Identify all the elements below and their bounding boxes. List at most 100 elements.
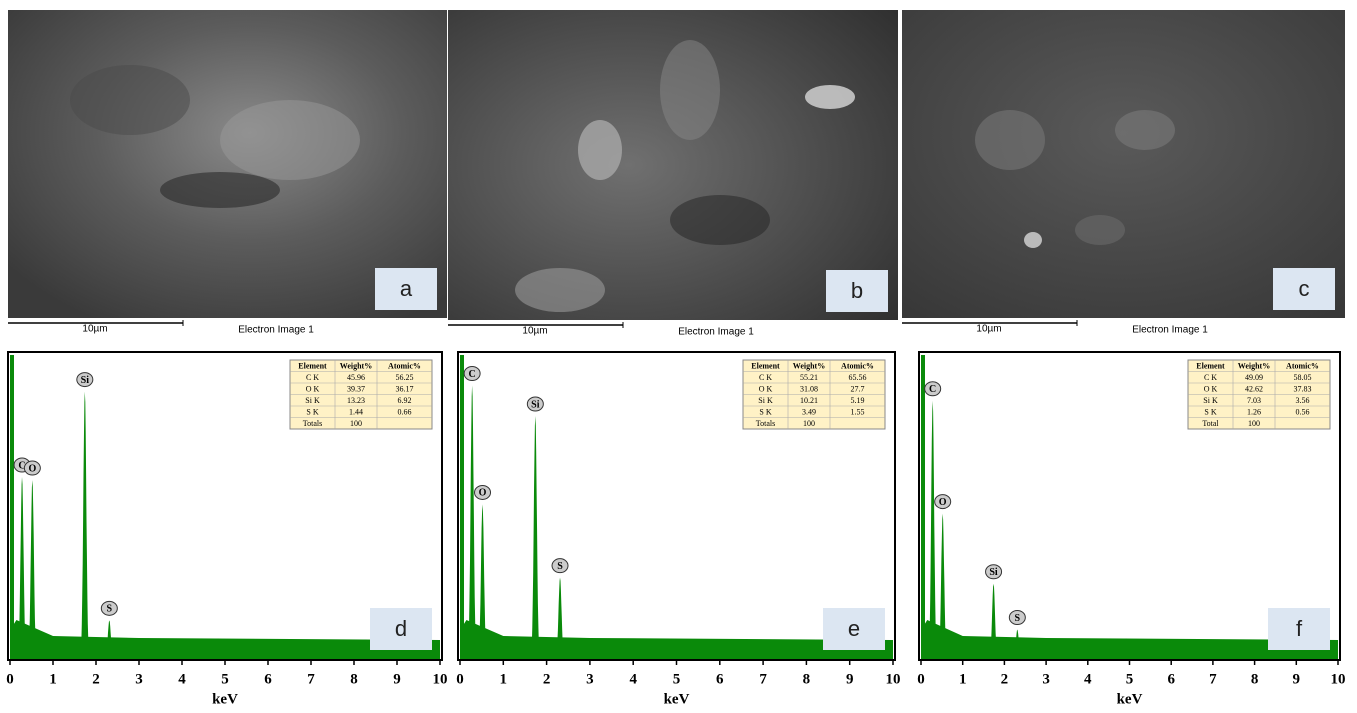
x-tick-label: 4 — [1084, 671, 1092, 687]
x-tick-label: 9 — [1293, 671, 1301, 687]
table-cell: 27.7 — [851, 385, 865, 394]
peak-label: C — [469, 369, 476, 380]
table-cell: Totals — [756, 419, 775, 428]
panel-label: a — [400, 276, 413, 301]
peak — [466, 385, 479, 660]
table-header: Atomic% — [388, 362, 421, 371]
panel-label-box — [370, 608, 432, 650]
table-cell: 36.17 — [396, 385, 414, 394]
x-tick-label: 4 — [629, 671, 637, 687]
image-caption: Electron Image 1 — [238, 325, 314, 336]
x-tick-label: 3 — [586, 671, 594, 687]
panel-label-box — [826, 270, 888, 312]
x-tick-label: 7 — [1209, 671, 1217, 687]
continuum — [10, 620, 440, 660]
sem-image-c — [902, 10, 1345, 318]
table-cell: Si K — [305, 396, 320, 405]
table-cell: 13.23 — [347, 396, 365, 405]
x-axis-label: keV — [1117, 691, 1143, 707]
x-tick-label: 5 — [221, 671, 229, 687]
table-cell: 3.56 — [1296, 396, 1310, 405]
table-header: Element — [1196, 362, 1225, 371]
peak — [1011, 629, 1024, 660]
zero-peak — [10, 355, 14, 660]
scale-text: 10µm — [82, 324, 107, 335]
panel-label-box — [375, 268, 437, 310]
table-cell: 100 — [1248, 419, 1260, 428]
table-cell: 55.21 — [800, 373, 818, 382]
panel-label: b — [851, 278, 863, 303]
table-cell: 0.56 — [1296, 408, 1310, 417]
table-cell: Si K — [758, 396, 773, 405]
panel-label-box — [1268, 608, 1330, 650]
sem-image-a — [8, 10, 447, 318]
peak — [987, 583, 1000, 660]
x-tick-label: 1 — [500, 671, 508, 687]
table-cell: Totals — [303, 419, 322, 428]
table-header: Atomic% — [1286, 362, 1319, 371]
peak-label: S — [557, 561, 563, 572]
peak — [926, 400, 939, 660]
peak — [529, 416, 542, 660]
peak-label: S — [1015, 613, 1021, 624]
x-tick-label: 8 — [1251, 671, 1259, 687]
panel-label: c — [1299, 276, 1310, 301]
table-cell: 0.66 — [398, 408, 412, 417]
table-header: Weight% — [340, 362, 372, 371]
image-caption: Electron Image 1 — [1132, 325, 1208, 336]
peak — [936, 513, 949, 660]
table-cell: O K — [759, 385, 773, 394]
table-cell: 1.55 — [851, 408, 865, 417]
table-header: Element — [751, 362, 780, 371]
x-tick-label: 4 — [178, 671, 186, 687]
table-header: Element — [298, 362, 327, 371]
table-cell: Si K — [1203, 396, 1218, 405]
table-cell: 6.92 — [398, 396, 412, 405]
peak-label-circle — [551, 558, 569, 574]
image-caption: Electron Image 1 — [678, 327, 754, 338]
peak-label: O — [479, 488, 487, 499]
x-tick-label: 1 — [959, 671, 967, 687]
table-cell: S K — [759, 408, 771, 417]
panel-label: f — [1296, 616, 1303, 641]
peak-label: C — [929, 384, 936, 395]
x-tick-label: 3 — [1042, 671, 1050, 687]
x-tick-label: 6 — [264, 671, 272, 687]
peak-label-circle — [23, 460, 41, 476]
table-cell: 10.21 — [800, 396, 818, 405]
table-cell: 39.37 — [347, 385, 365, 394]
panel-label: d — [395, 616, 407, 641]
x-tick-label: 7 — [759, 671, 767, 687]
table-cell: 31.08 — [800, 385, 818, 394]
peak-label: O — [939, 497, 947, 508]
continuum — [921, 620, 1338, 660]
table-header: Atomic% — [841, 362, 874, 371]
panel-label-box — [1273, 268, 1335, 310]
peak-label-circle — [1008, 610, 1026, 625]
peak-label: Si — [531, 399, 540, 410]
x-tick-label: 9 — [393, 671, 401, 687]
peak — [476, 504, 489, 660]
peak — [26, 480, 39, 660]
peak-label-circle — [474, 484, 492, 500]
x-axis-label: keV — [212, 691, 238, 707]
table-cell: 37.83 — [1294, 385, 1312, 394]
peak-label-circle — [985, 564, 1003, 580]
peak-label: O — [28, 463, 36, 474]
peak-label-circle — [463, 366, 481, 381]
table-cell: O K — [1204, 385, 1218, 394]
x-tick-label: 8 — [350, 671, 358, 687]
x-tick-label: 6 — [1167, 671, 1175, 687]
table-cell: 7.03 — [1247, 396, 1261, 405]
table-cell: 1.26 — [1247, 408, 1261, 417]
table-cell: 100 — [350, 419, 362, 428]
table-cell: 1.44 — [349, 408, 363, 417]
table-cell: 56.25 — [396, 373, 414, 382]
table-cell: 45.96 — [347, 373, 365, 382]
peak-label-circle — [924, 381, 942, 397]
x-tick-label: 2 — [543, 671, 551, 687]
x-tick-label: 2 — [92, 671, 100, 687]
table-cell: 49.09 — [1245, 373, 1263, 382]
sem-image-b — [448, 10, 898, 320]
panel-label: e — [848, 616, 860, 641]
